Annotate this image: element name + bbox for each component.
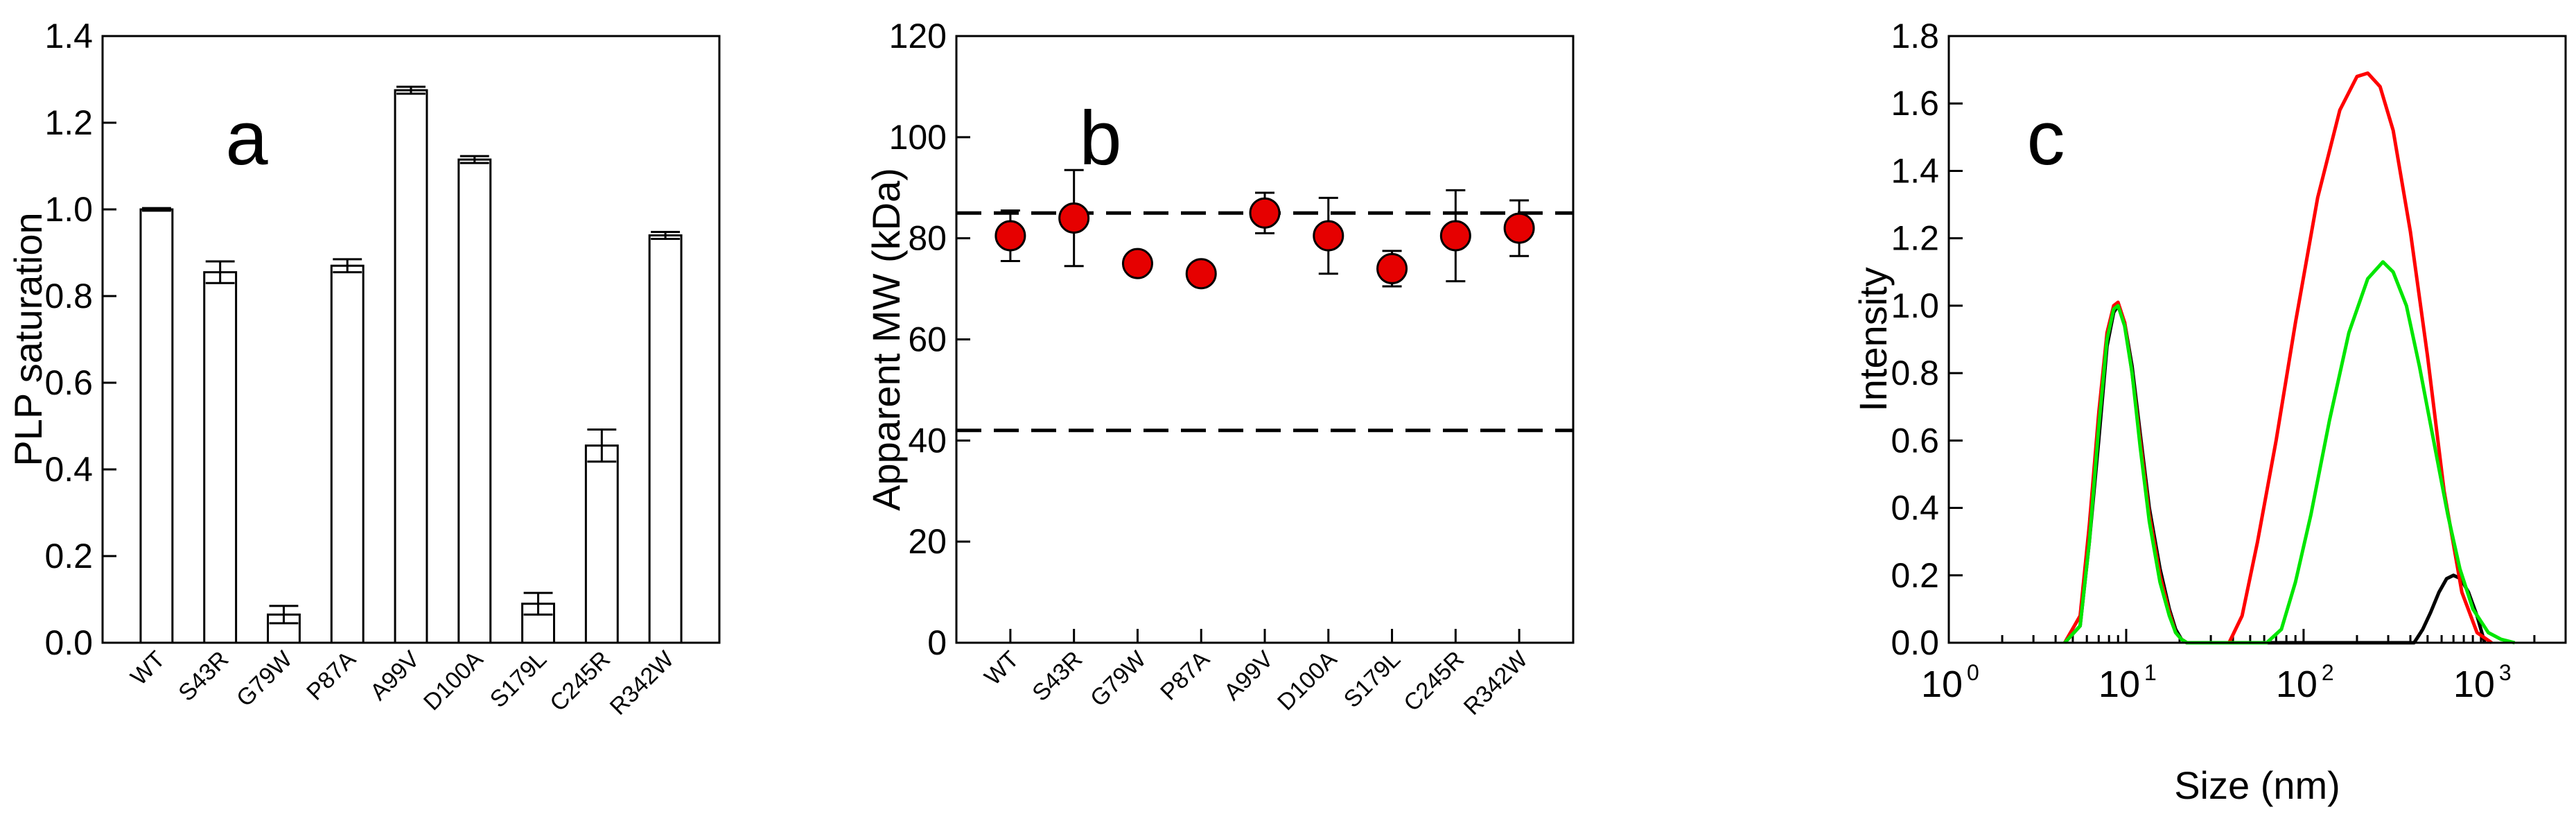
- panel-c-y-tick-label: 0.8: [1891, 354, 1939, 392]
- panel-c-line-chart: 0.00.20.40.60.81.01.21.41.61.810 0 10 1 10 2 1…: [1851, 17, 2567, 807]
- panel-c-x-axis-title: Size (nm): [2174, 763, 2340, 807]
- panel-a-category-label: S179L: [485, 646, 552, 713]
- panel-a-y-tick-label: 0.0: [44, 623, 93, 662]
- panel-c-y-tick-label: 0.0: [1891, 623, 1939, 662]
- panel-a-bar: [584, 444, 619, 644]
- panel-a-category-label: C245R: [545, 646, 615, 717]
- panel-c-x-tick-exponent: 1: [2144, 660, 2157, 685]
- panel-b-category-label: S43R: [1027, 646, 1087, 707]
- panel-c-x-tick-base: 10: [2099, 664, 2140, 705]
- panel-c-y-tick-label: 0.2: [1891, 556, 1939, 595]
- panel-c-x-tick-base: 10: [2276, 664, 2317, 705]
- panel-a-category-label: P87A: [301, 646, 361, 706]
- panel-c-y-tick-label: 1.0: [1891, 286, 1939, 325]
- panel-b-letter: b: [1079, 96, 1121, 181]
- panel-c-x-tick-base: 10: [1921, 664, 1963, 705]
- panel-c-y-tick-label: 0.4: [1891, 489, 1939, 528]
- panel-a-y-tick-label: 1.4: [44, 17, 93, 55]
- panel-a-bar: [394, 89, 428, 644]
- panel-a-category-label: S43R: [173, 646, 234, 707]
- panel-a-y-tick-label: 0.6: [44, 363, 93, 402]
- panel-a-letter: a: [225, 96, 268, 181]
- panel-a-category-label: G79W: [231, 646, 297, 712]
- panel-b-data-point: [1249, 197, 1281, 229]
- panel-b-category-label: D100A: [1272, 646, 1342, 716]
- panel-c-x-tick-exponent: 2: [2322, 660, 2334, 685]
- panel-b-data-point: [1503, 212, 1535, 244]
- panel-b-data-point: [1121, 248, 1153, 279]
- panel-b-y-tick-label: 20: [908, 522, 947, 561]
- panel-b-category-label: P87A: [1155, 646, 1215, 706]
- panel-a-y-axis-title: PLP saturation: [6, 212, 50, 466]
- panel-b-data-point: [1439, 220, 1471, 252]
- panel-a-bar: [203, 271, 238, 644]
- panel-a-y-tick-label: 0.2: [44, 537, 93, 575]
- panel-a-y-tick-label: 0.4: [44, 450, 93, 489]
- panel-c-y-axis-title: Intensity: [1851, 267, 1895, 412]
- panel-a-bar: [330, 264, 365, 644]
- panel-c-plot-frame: [1947, 35, 2567, 644]
- panel-c-y-tick-label: 1.8: [1891, 17, 1939, 55]
- panel-a-category-label: R342W: [605, 646, 679, 720]
- panel-c-y-tick-label: 1.6: [1891, 84, 1939, 123]
- panel-b-y-tick-label: 80: [908, 219, 947, 258]
- panel-c-x-tick-base: 10: [2453, 664, 2495, 705]
- panel-b-category-label: A99V: [1219, 646, 1279, 706]
- panel-b-category-label: G79W: [1085, 646, 1151, 712]
- panel-b-category-label: R342W: [1459, 646, 1533, 720]
- panel-b-data-point: [1058, 202, 1090, 234]
- panel-b-data-point: [1185, 258, 1217, 290]
- panel-a-category-label: A99V: [365, 646, 425, 706]
- panel-a-plot-frame: [101, 35, 721, 644]
- panel-b-plot-frame: [955, 35, 1575, 644]
- panel-b-y-tick-label: 60: [908, 320, 947, 359]
- panel-b-y-axis-title: Apparent MW (kDa): [864, 168, 908, 511]
- panel-b-y-tick-label: 0: [927, 623, 947, 662]
- panel-b-y-tick-label: 120: [889, 17, 947, 55]
- panel-b-category-label: WT: [979, 646, 1024, 691]
- panel-a-y-tick-label: 0.8: [44, 277, 93, 315]
- panel-b-category-label: S179L: [1339, 646, 1405, 713]
- panel-b-y-tick-label: 40: [908, 421, 947, 460]
- panel-a-y-tick-label: 1.0: [44, 190, 93, 229]
- panel-b-y-tick-label: 100: [889, 118, 947, 157]
- panel-a-bar: [648, 234, 683, 644]
- panel-a-category-label: WT: [125, 646, 170, 691]
- panel-b-category-label: C245R: [1399, 646, 1469, 717]
- panel-c-y-tick-label: 1.2: [1891, 219, 1939, 258]
- panel-b-data-point: [1376, 252, 1408, 284]
- panel-a-category-label: D100A: [419, 646, 489, 716]
- panel-a-y-tick-label: 1.2: [44, 103, 93, 142]
- panel-c-y-tick-label: 1.4: [1891, 151, 1939, 190]
- panel-c-y-tick-label: 0.6: [1891, 421, 1939, 460]
- panel-b-data-point: [995, 220, 1026, 252]
- panel-c-series-line-green: [2063, 260, 2516, 645]
- panel-a-bar: [139, 208, 174, 644]
- panel-c-x-tick-exponent: 0: [1967, 660, 1979, 685]
- panel-c-letter: c: [2027, 96, 2065, 181]
- panel-b-data-point: [1313, 220, 1344, 252]
- panel-a-bar: [457, 158, 492, 644]
- panel-c-x-tick-exponent: 3: [2499, 660, 2512, 685]
